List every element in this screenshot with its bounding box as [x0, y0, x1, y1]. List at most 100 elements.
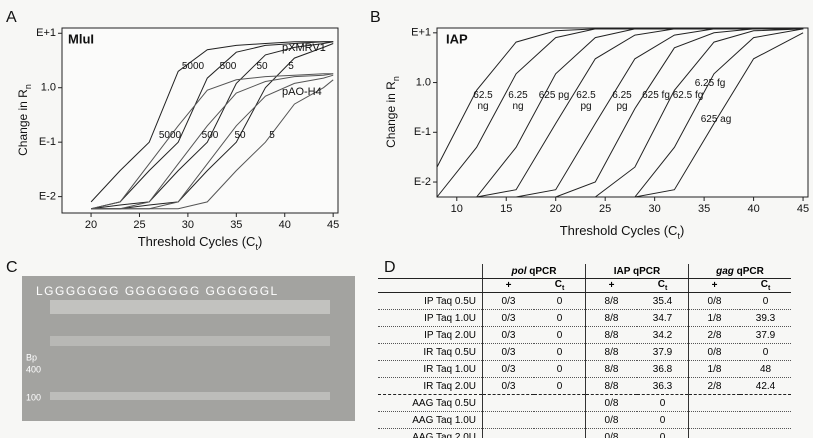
table-cell: 0 [740, 344, 791, 361]
size-label: Bp [26, 352, 37, 362]
table-cell: 0 [534, 327, 586, 344]
column-header-text: + [712, 280, 718, 291]
table-cell: 42.4 [740, 378, 791, 395]
gene-name: gag [716, 266, 734, 277]
row-label: AAG Taq 1.0U [378, 412, 483, 429]
row-label: AAG Taq 0.5U [378, 395, 483, 412]
table-cell: 2/8 [689, 378, 741, 395]
table-cell: 37.9 [740, 327, 791, 344]
table-cell: 0/8 [586, 412, 638, 429]
panel-label: C [6, 259, 18, 276]
table-cell [534, 412, 586, 429]
column-header-sub: t [562, 285, 564, 292]
assay-name: qPCR [633, 266, 660, 277]
y-axis-label-part: Change in R [384, 81, 398, 148]
table-cell [740, 429, 791, 438]
x-tick-label: 35 [698, 203, 710, 215]
table-row: AAG Taq 2.0U0/80 [378, 429, 791, 438]
curve-label: 50 [224, 130, 256, 141]
column-header-sub: t [665, 285, 667, 292]
column-header-text: + [609, 280, 615, 291]
table-cell: 36.8 [637, 361, 689, 378]
table-cell: 0 [534, 310, 586, 327]
curve-label: 62.5 fg [672, 90, 704, 101]
table-cell [740, 395, 791, 412]
column-header-sub: t [768, 285, 770, 292]
table-cell: 8/8 [586, 293, 638, 310]
column-header: Ct [740, 279, 791, 293]
x-tick-label: 45 [797, 203, 809, 215]
curve-label: 500 [212, 61, 244, 72]
table-cell: 0/3 [483, 327, 535, 344]
x-tick-label: 20 [550, 203, 562, 215]
figure: C LGGGGGGG GGGGGGG GGGGGGL Bp 400 100 D … [0, 0, 813, 438]
curve-label: 62.5 pg [570, 90, 602, 112]
y-tick-label: E+1 [36, 27, 56, 39]
annotation: pXMRV1 [282, 42, 326, 54]
table-cell: 37.9 [637, 344, 689, 361]
x-axis-label-part: ) [258, 234, 262, 249]
gene-name: pol [511, 266, 526, 277]
table-cell: 0 [534, 378, 586, 395]
x-tick-label: 40 [747, 203, 759, 215]
table-cell: 0 [534, 293, 586, 310]
curve-label: 6.25 fg [694, 78, 726, 89]
curve-label: 62.5 ng [467, 90, 499, 112]
y-tick-label: 1.0 [41, 82, 56, 94]
y-tick-label: 1.0 [416, 76, 431, 88]
table-cell: 8/8 [586, 344, 638, 361]
x-axis-label-part: ) [680, 223, 684, 238]
table-cell: 1/8 [689, 361, 741, 378]
inset-label: IAP [446, 31, 468, 46]
table-cell: 36.3 [637, 378, 689, 395]
empty-cell [378, 264, 483, 279]
table-cell: 0 [637, 395, 689, 412]
table-cell: 2/8 [689, 327, 741, 344]
group-header: pol qPCR [483, 264, 586, 279]
column-header: Ct [534, 279, 586, 293]
y-axis-label-part: n [391, 76, 401, 81]
row-label: IR Taq 2.0U [378, 378, 483, 395]
gel-band [50, 336, 330, 346]
plot-area [62, 28, 338, 213]
table-cell [483, 412, 535, 429]
table-cell: 0/3 [483, 344, 535, 361]
row-label: IP Taq 1.0U [378, 310, 483, 327]
lane-labels: LGGGGGGG GGGGGGG GGGGGGL [36, 284, 279, 298]
y-tick-label: E-1 [39, 136, 56, 148]
table-cell: 8/8 [586, 378, 638, 395]
empty-cell [378, 279, 483, 293]
table-cell: 35.4 [637, 293, 689, 310]
assay-name: qPCR [737, 266, 764, 277]
table-cell [534, 429, 586, 438]
column-header: Ct [637, 279, 689, 293]
table-cell: 0/3 [483, 310, 535, 327]
table-cell: 34.2 [637, 327, 689, 344]
x-tick-label: 20 [85, 219, 97, 231]
x-tick-label: 40 [279, 219, 291, 231]
size-marker: 400 [26, 364, 41, 374]
table-cell [483, 429, 535, 438]
table-cell: 0/3 [483, 361, 535, 378]
plot-area [437, 28, 808, 197]
x-axis-label: Threshold Cycles (Ct) [138, 234, 263, 252]
table-cell [689, 412, 741, 429]
column-header-text: C [555, 279, 562, 290]
y-tick-label: E-2 [39, 191, 56, 203]
table-cell [740, 412, 791, 429]
group-header: IAP qPCR [586, 264, 689, 279]
row-label: IP Taq 2.0U [378, 327, 483, 344]
curve-label: 625 ag [700, 114, 732, 125]
table-cell: 0/8 [689, 293, 741, 310]
table-cell: 8/8 [586, 361, 638, 378]
curve-label: 5 [275, 61, 307, 72]
table-cell [689, 429, 741, 438]
table-row: IP Taq 2.0U0/308/834.22/837.9 [378, 327, 791, 344]
row-label: IP Taq 0.5U [378, 293, 483, 310]
row-label: IR Taq 0.5U [378, 344, 483, 361]
